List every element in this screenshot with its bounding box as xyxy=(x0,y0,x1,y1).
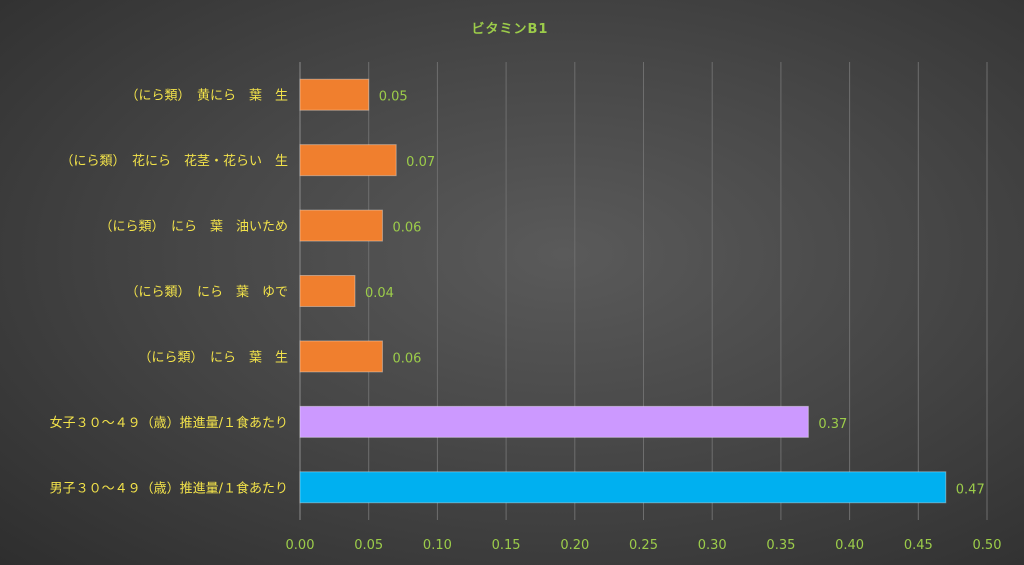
x-tick-label: 0.35 xyxy=(766,538,795,553)
bar xyxy=(299,144,397,177)
category-label: （にら類） にら 葉 生 xyxy=(138,350,288,365)
bar xyxy=(299,275,356,307)
data-label: 0.05 xyxy=(379,90,408,105)
data-label: 0.06 xyxy=(392,221,421,236)
x-tick-label: 0.50 xyxy=(973,538,1002,553)
x-tick-label: 0.05 xyxy=(354,538,383,553)
category-label: （にら類） 黄にら 葉 生 xyxy=(125,89,288,104)
category-label: 男子３０～４９（歳）推進量/１食あたり xyxy=(50,480,288,496)
x-tick-label: 0.15 xyxy=(492,538,521,553)
bar xyxy=(299,78,370,111)
data-label: 0.47 xyxy=(956,482,985,497)
data-label: 0.04 xyxy=(365,286,394,301)
category-label: （にら類） にら 葉 ゆで xyxy=(125,285,288,300)
bar xyxy=(299,471,947,504)
category-label: （にら類） 花にら 花茎・花らい 生 xyxy=(60,153,288,169)
category-label: （にら類） にら 葉 油いため xyxy=(99,220,288,235)
label-layer: 0.00 0.05 0.10 0.15 0.20 0.25 0.30 0.35 0.40 0.45… xyxy=(50,89,1002,553)
data-label: 0.06 xyxy=(392,351,421,366)
bar xyxy=(299,405,809,438)
grid-layer xyxy=(299,62,988,520)
bar xyxy=(299,340,383,373)
bar xyxy=(299,209,383,242)
x-tick-label: 0.45 xyxy=(904,538,933,553)
x-tick-label: 0.25 xyxy=(629,538,658,553)
x-tick-label: 0.40 xyxy=(835,538,864,553)
x-tick-label: 0.30 xyxy=(698,538,727,553)
x-tick-label: 0.10 xyxy=(423,538,452,553)
data-label: 0.37 xyxy=(818,417,847,432)
category-label: 女子３０～４９（歳）推進量/１食あたり xyxy=(50,415,288,431)
data-label: 0.07 xyxy=(406,155,435,170)
bar-layer xyxy=(299,78,947,504)
x-tick-label: 0.20 xyxy=(560,538,589,553)
chart-title: ビタミンB1 xyxy=(472,21,549,37)
x-tick-label: 0.00 xyxy=(286,538,315,553)
